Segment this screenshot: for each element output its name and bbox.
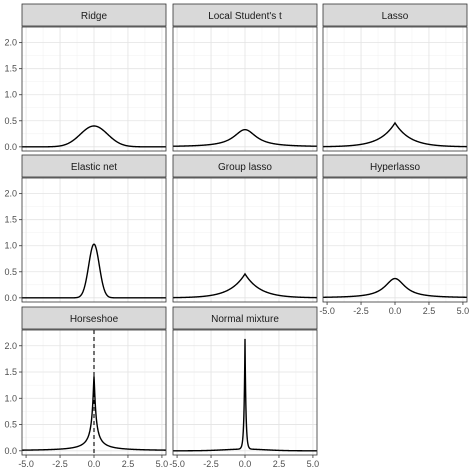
panel-title: Ridge [81, 11, 108, 22]
panel: Ridge 0.0 0.5 1.0 1.5 2.0 [4, 3, 167, 152]
panel-strip [172, 3, 318, 27]
panel-title: Horseshoe [70, 314, 119, 325]
panel: Local Student's t [172, 3, 318, 152]
y-tick-label: 0.5 [4, 420, 17, 430]
x-tick-label: 0.0 [239, 459, 252, 469]
panel: Horseshoe 0.0 0.5 1.0 1.5 2.0 -5.0 -2.5 0.0 2.5 5.… [4, 306, 169, 469]
x-tick-label: -2.5 [203, 459, 219, 469]
x-tick-label: -2.5 [353, 306, 369, 316]
panel: Normal mixture -5.0 -2.5 0.0 2.5 5.0 [169, 306, 320, 469]
panel-strip [21, 306, 167, 330]
density-line [172, 338, 318, 452]
x-tick-label: 5.0 [307, 459, 320, 469]
panel-border [172, 177, 318, 303]
panel-title: Lasso [382, 11, 409, 22]
panel-strip [172, 154, 318, 178]
density-line [173, 128, 317, 147]
y-tick-label: 1.0 [4, 90, 17, 100]
panel: Hyperlasso -5.0 -2.5 0.0 2.5 5.0 [319, 154, 470, 316]
panel-title: Hyperlasso [370, 162, 420, 173]
y-tick-label: 1.5 [4, 215, 17, 225]
y-tick-label: 0.5 [4, 116, 17, 126]
density-line [172, 272, 318, 299]
x-tick-label: 0.0 [389, 306, 402, 316]
density-line [22, 243, 166, 299]
panel-strip [21, 154, 167, 178]
y-tick-label: 1.0 [4, 241, 17, 251]
x-tick-label: -5.0 [319, 306, 335, 316]
y-tick-label: 0.0 [4, 446, 17, 456]
panel-border [322, 26, 468, 152]
y-tick-label: 2.0 [4, 341, 17, 351]
panel-border [21, 177, 167, 303]
density-line [322, 121, 468, 148]
y-tick-label: 1.5 [4, 64, 17, 74]
panel: Group lasso [172, 154, 318, 303]
y-tick-label: 1.5 [4, 367, 17, 377]
panel-title: Normal mixture [211, 314, 279, 325]
panel-strip [172, 306, 318, 330]
density-line [22, 376, 166, 451]
y-tick-label: 0.5 [4, 267, 17, 277]
x-tick-label: -5.0 [18, 459, 34, 469]
y-tick-label: 2.0 [4, 189, 17, 199]
panel: Lasso [322, 3, 468, 152]
y-tick-label: 0.0 [4, 142, 17, 152]
x-tick-label: -5.0 [169, 459, 185, 469]
y-tick-label: 2.0 [4, 38, 17, 48]
y-tick-label: 0.0 [4, 293, 17, 303]
panel: Elastic net 0.0 0.5 1.0 1.5 2.0 [4, 154, 167, 303]
x-tick-label: -2.5 [52, 459, 68, 469]
x-tick-label: 2.5 [122, 459, 135, 469]
panel-strip [322, 154, 468, 178]
x-tick-label: 5.0 [457, 306, 470, 316]
panel-strip [21, 3, 167, 27]
panel-title: Elastic net [71, 162, 117, 173]
panel-border [21, 26, 167, 152]
x-tick-label: 0.0 [88, 459, 101, 469]
y-tick-label: 1.0 [4, 393, 17, 403]
density-line [323, 277, 467, 298]
panel-title: Local Student's t [208, 11, 282, 22]
x-tick-label: 5.0 [156, 459, 169, 469]
density-line [22, 125, 166, 148]
panel-strip [322, 3, 468, 27]
panel-title: Group lasso [218, 162, 272, 173]
x-tick-label: 2.5 [423, 306, 436, 316]
panel-border [172, 26, 318, 152]
x-tick-label: 2.5 [273, 459, 286, 469]
